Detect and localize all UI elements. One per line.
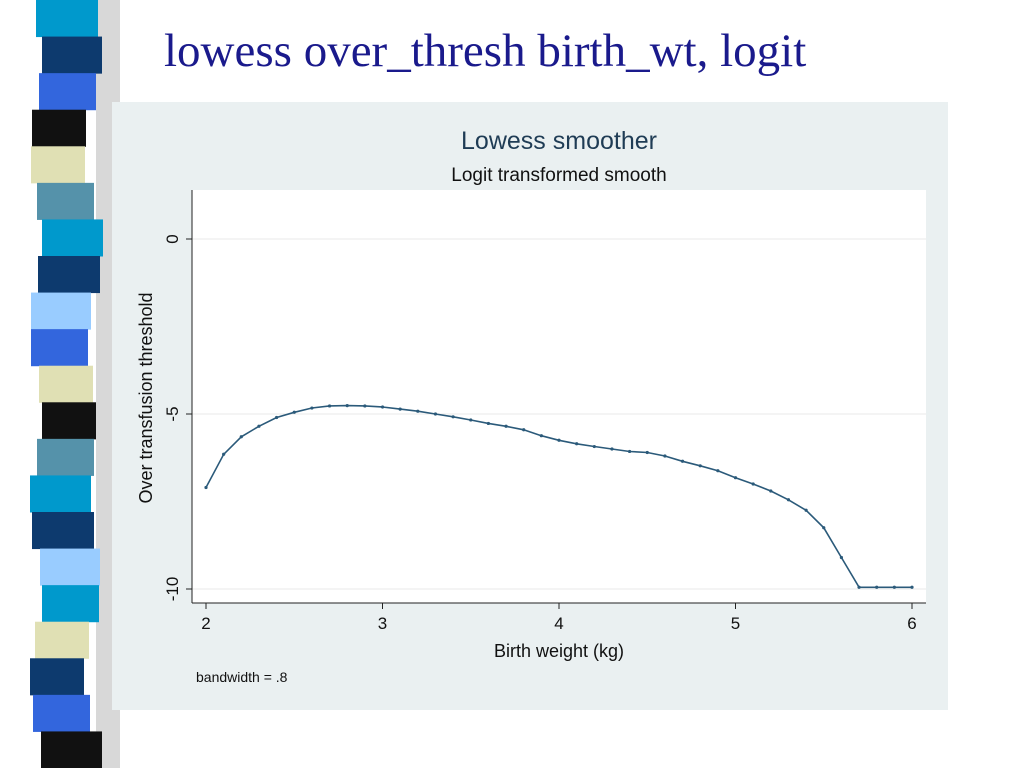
data-point [910,585,914,589]
data-point [786,498,791,502]
data-point [610,447,614,451]
stripe-band [30,658,84,696]
stripe-band [41,731,102,768]
data-point [257,424,261,428]
data-point [398,407,402,411]
x-tick-label: 2 [201,614,210,633]
data-point [469,418,473,422]
slide-title: lowess over_thresh birth_wt, logit [164,25,807,77]
stripe-band [37,438,94,476]
stripe-band [33,694,90,732]
stripe-band [38,256,100,294]
data-point [345,404,349,408]
decorative-stripe-strip [30,0,120,768]
data-point [486,421,490,426]
data-point [822,526,826,530]
stripe-band [39,365,93,403]
y-axis-label: Over transfusion threshold [136,292,156,503]
data-point [592,444,596,449]
stripe-band [42,585,99,623]
data-point [522,428,526,432]
x-tick-label: 5 [731,614,740,633]
data-point [645,450,649,455]
data-point [733,476,738,480]
data-point [680,459,685,463]
chart-title: Lowess smoother [461,127,657,155]
stripe-band [30,475,91,513]
stripe-band [42,402,96,440]
stripe-band [31,146,85,184]
lowess-chart: 2 3 4 5 6 -10 -5 0 Lowess smoother Logit trans… [136,127,926,685]
stripe-band [35,621,89,659]
data-point [557,438,561,442]
data-point [839,555,844,560]
x-tick-label: 6 [907,614,916,633]
data-point [327,404,332,408]
data-point [222,452,226,456]
data-point [663,454,667,458]
data-point [204,485,208,490]
y-axis-ticks: -10 -5 0 [163,234,192,601]
stripe-band [37,182,94,220]
bandwidth-note: bandwidth = .8 [196,669,288,685]
data-point [575,442,579,446]
data-point [698,464,702,468]
data-point [416,409,420,413]
plot-area [192,190,926,603]
data-point [310,406,314,410]
data-point [892,585,896,589]
data-point [275,415,279,420]
data-point [857,585,861,589]
x-axis-ticks: 2 3 4 5 6 [201,603,917,633]
stripe-band [42,219,103,257]
data-point [504,424,508,428]
data-point [716,469,720,473]
data-point [875,585,879,589]
stripe-band [36,0,98,38]
x-axis-label: Birth weight (kg) [494,641,624,661]
data-point [380,405,385,409]
y-tick-label: -10 [163,577,182,602]
stripe-band [39,73,96,111]
data-point [628,449,632,454]
data-point [451,415,455,419]
data-point [239,435,243,439]
data-point [363,404,367,408]
data-point [769,489,773,493]
grid-lines [192,238,926,590]
data-point [292,410,296,414]
stripe-band [42,36,102,74]
data-point [751,482,755,486]
stripe-band [32,109,86,147]
stripe-band [32,512,94,550]
data-point [539,434,543,438]
x-tick-label: 4 [554,614,563,633]
data-point [804,508,808,512]
y-tick-label: 0 [163,234,182,243]
chart-subtitle: Logit transformed smooth [451,165,666,186]
stripe-band [40,548,100,586]
chart-panel: 2 3 4 5 6 -10 -5 0 Lowess smoother Logit trans… [112,102,948,710]
series-layer [204,404,914,589]
stripe-band [31,329,88,367]
x-tick-label: 3 [378,614,387,633]
stripe-band [31,292,91,330]
data-point [433,412,438,416]
y-tick-label: -5 [163,406,182,421]
